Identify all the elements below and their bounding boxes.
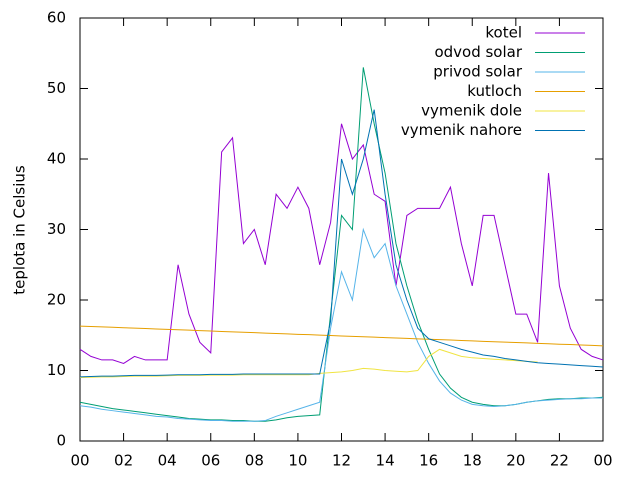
- plot-border: [79, 17, 604, 442]
- legend-label: vymenik dole: [421, 102, 522, 120]
- series-line: [79, 325, 604, 347]
- y-tick-label: 40: [47, 150, 66, 168]
- x-tick-label: 18: [463, 452, 482, 470]
- legend-label: kutloch: [467, 82, 522, 100]
- x-tick-label: 06: [201, 452, 220, 470]
- y-tick-label: 50: [47, 79, 66, 97]
- y-tick-label: 10: [47, 361, 66, 379]
- series-line: [79, 67, 604, 422]
- y-axis-label: teplota in Celsius: [11, 165, 29, 295]
- legend-label: privod solar: [433, 63, 523, 81]
- x-tick-label: 02: [114, 452, 133, 470]
- y-tick-label: 0: [56, 432, 66, 450]
- legend-label: vymenik nahore: [401, 121, 522, 139]
- y-tick-label: 20: [47, 291, 66, 309]
- legend-label: odvod solar: [434, 43, 522, 61]
- x-tick-label: 20: [506, 452, 525, 470]
- x-tick-label: 14: [376, 452, 395, 470]
- x-tick-label: 00: [593, 452, 612, 470]
- legend-label: kotel: [485, 24, 522, 42]
- series-line: [79, 227, 603, 422]
- x-tick-label: 00: [70, 452, 89, 470]
- x-tick-label: 10: [288, 452, 307, 470]
- series-line: [79, 348, 538, 379]
- x-tick-label: 12: [332, 452, 351, 470]
- x-tick-label: 22: [550, 452, 569, 470]
- series-line: [79, 109, 604, 378]
- x-tick-label: 08: [245, 452, 264, 470]
- y-tick-label: 60: [47, 9, 66, 27]
- x-tick-label: 04: [158, 452, 177, 470]
- series-line: [79, 123, 604, 364]
- x-tick-label: 16: [419, 452, 438, 470]
- y-tick-label: 30: [47, 220, 66, 238]
